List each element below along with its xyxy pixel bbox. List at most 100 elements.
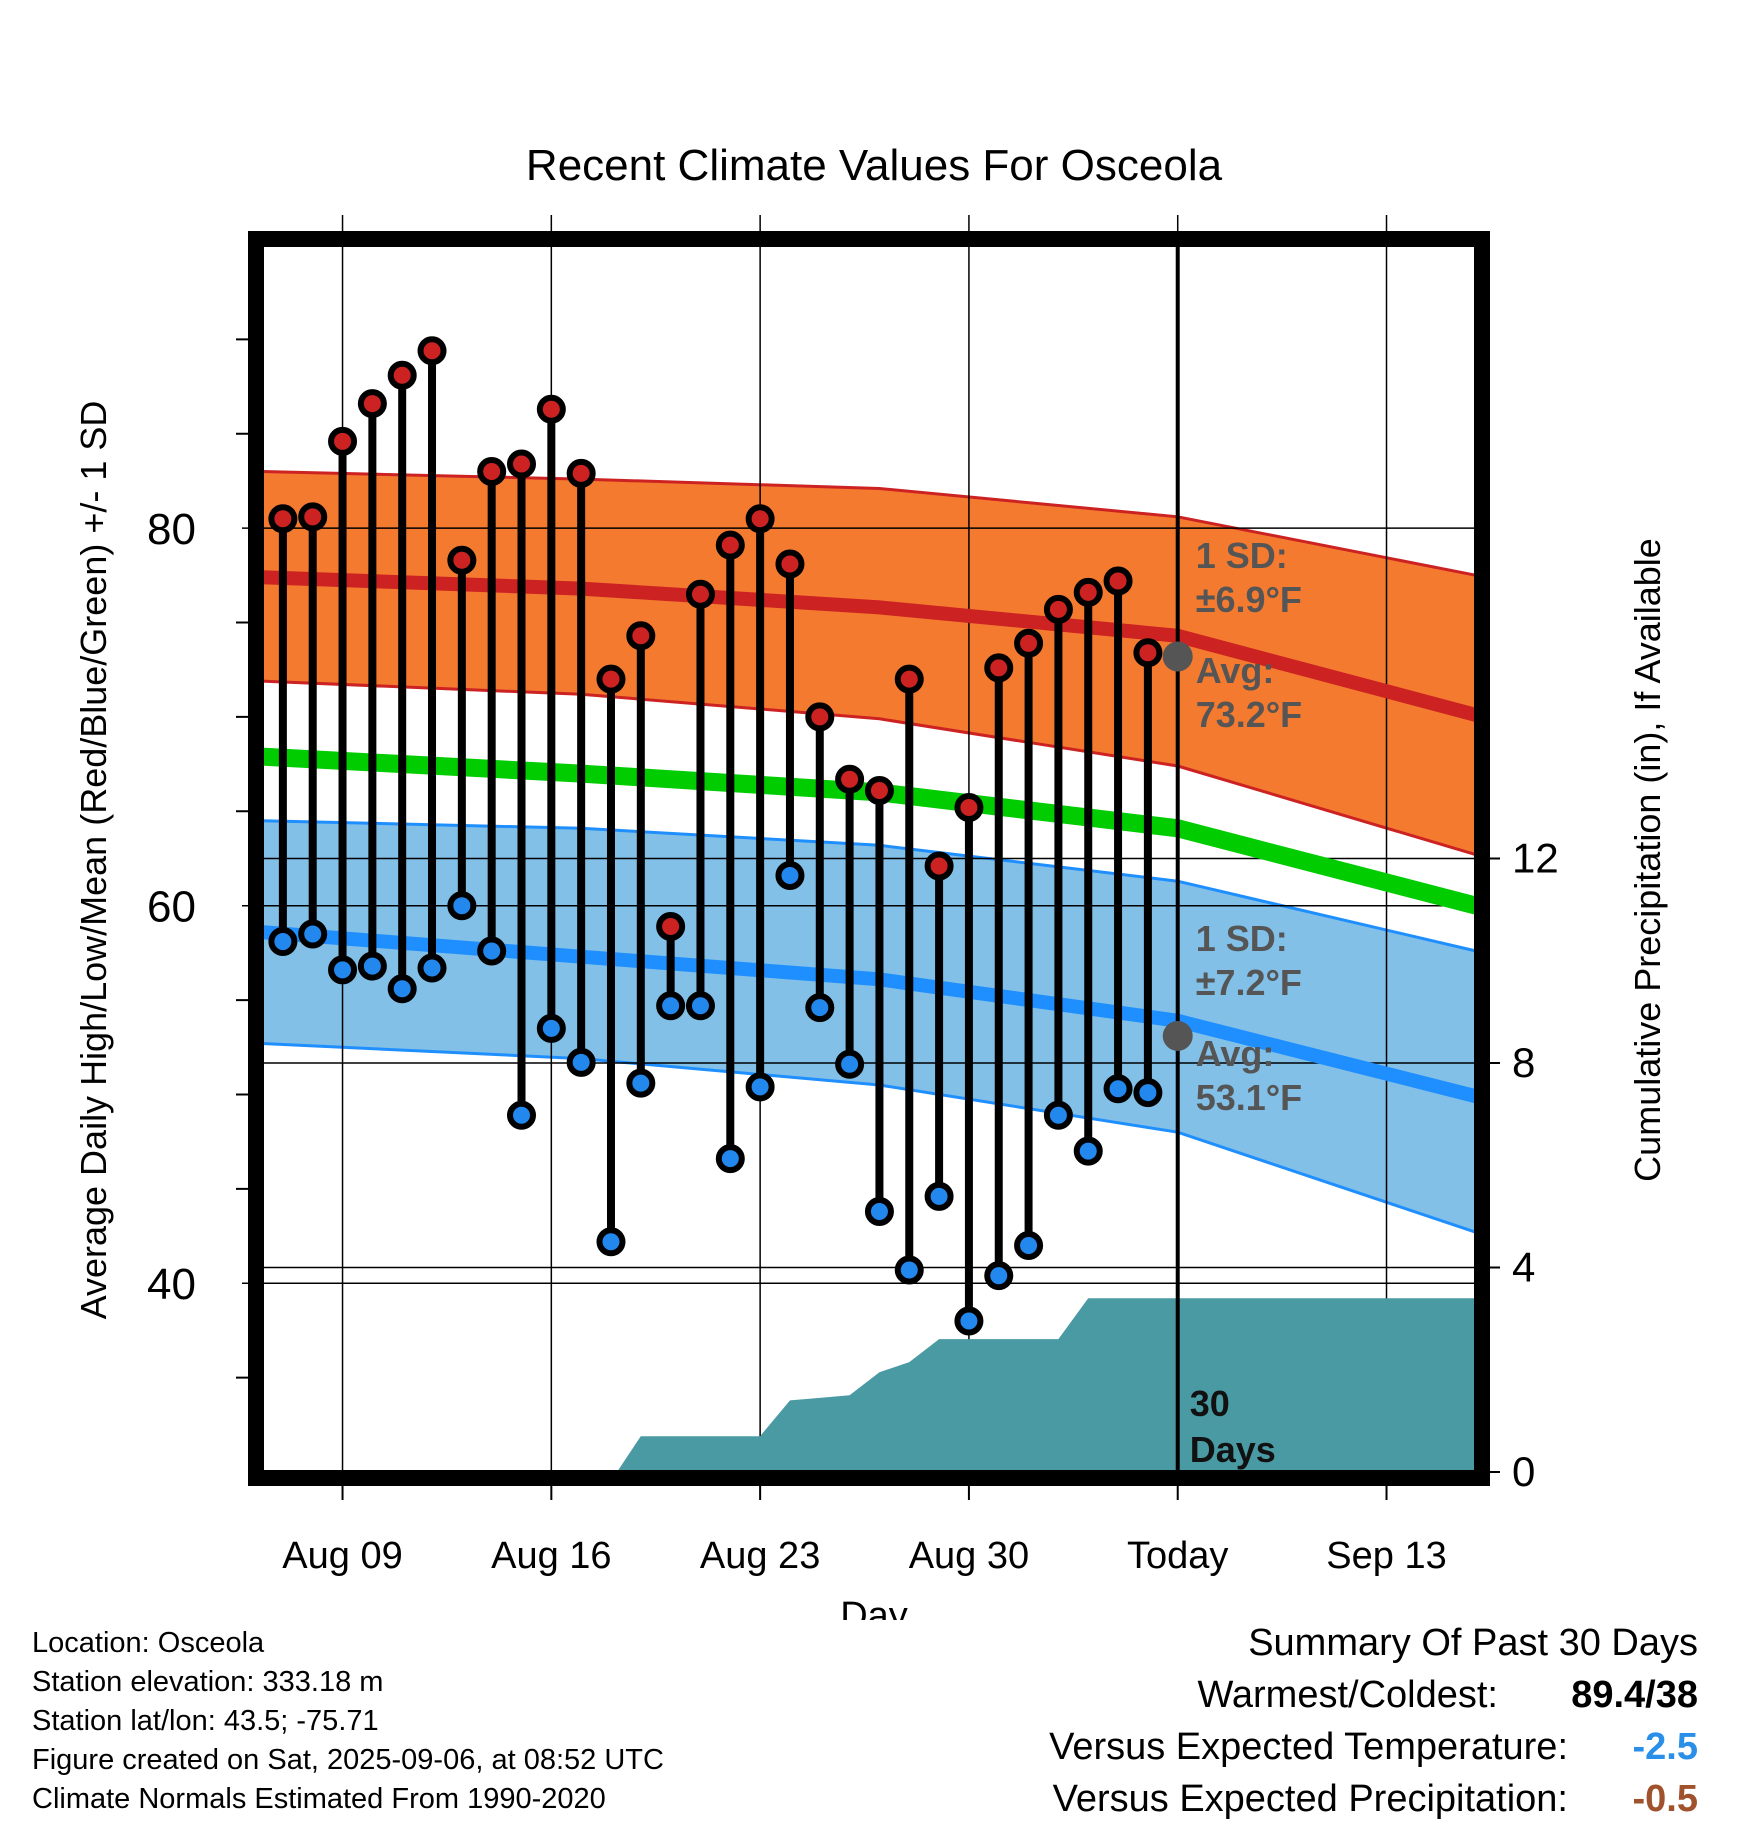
x-tick-label: Aug 30 xyxy=(909,1535,1029,1577)
x-tick-label: Today xyxy=(1127,1535,1228,1577)
y2-tick-label: 4 xyxy=(1512,1244,1535,1291)
daily-low-point xyxy=(745,1072,775,1102)
daily-high-point xyxy=(805,702,835,732)
y2-tick-label: 12 xyxy=(1512,835,1559,882)
precip-label: Versus Expected Precipitation: xyxy=(1052,1778,1568,1820)
y2-tick-label: 8 xyxy=(1512,1039,1535,1086)
daily-high-point xyxy=(626,621,656,651)
low-sd-value: ±7.2°F xyxy=(1196,962,1302,1003)
daily-low-point xyxy=(924,1181,954,1211)
daily-low-point xyxy=(1103,1074,1133,1104)
daily-low-point xyxy=(1014,1230,1044,1260)
low-sd-band xyxy=(262,820,1476,1233)
precip-row: Versus Expected Precipitation: -0.5 xyxy=(798,1778,1698,1830)
daily-high-point xyxy=(924,851,954,881)
warmest-value: 89.4/38 xyxy=(1571,1674,1698,1716)
normals-text: Climate Normals Estimated From 1990-2020 xyxy=(32,1783,606,1815)
daily-low-point xyxy=(536,1013,566,1043)
daily-high-point xyxy=(954,793,984,823)
daily-high-point xyxy=(596,664,626,694)
daily-low-point xyxy=(507,1100,537,1130)
climate-chart: Recent Climate Values For Osceola 1 SD:±… xyxy=(73,141,1668,1620)
precip-value: -0.5 xyxy=(1632,1778,1698,1820)
station-info: Location: Osceola Station elevation: 333… xyxy=(32,1624,664,1819)
daily-high-point xyxy=(507,449,537,479)
temp-value: -2.5 xyxy=(1632,1726,1698,1768)
high-sd-value: ±6.9°F xyxy=(1196,579,1302,620)
daily-low-point xyxy=(387,974,417,1004)
daily-low-point xyxy=(477,936,507,966)
warmest-row: Warmest/Coldest: 89.4/38 xyxy=(798,1674,1698,1726)
x-tick-label: Aug 09 xyxy=(282,1535,402,1577)
daily-low-point xyxy=(298,919,328,949)
daily-high-point xyxy=(864,776,894,806)
daily-high-point xyxy=(447,545,477,575)
warmest-label: Warmest/Coldest: xyxy=(1197,1674,1498,1716)
daily-low-point xyxy=(864,1196,894,1226)
daily-low-point xyxy=(357,951,387,981)
daily-high-point xyxy=(1014,628,1044,658)
daily-low-point xyxy=(1043,1100,1073,1130)
low-avg-value: 53.1°F xyxy=(1196,1077,1302,1118)
low-avg-label: Avg: xyxy=(1196,1033,1275,1074)
daily-high-point xyxy=(268,504,298,534)
y-tick-label: 40 xyxy=(147,1260,196,1309)
daily-high-point xyxy=(536,394,566,424)
daily-high-point xyxy=(1043,594,1073,624)
precip-area xyxy=(617,1298,1476,1472)
x-tick-label: Sep 13 xyxy=(1326,1535,1446,1577)
daily-high-point xyxy=(775,549,805,579)
daily-high-point xyxy=(566,458,596,488)
high-sd-upper-edge xyxy=(261,470,1477,577)
daily-low-point xyxy=(1073,1136,1103,1166)
daily-high-point xyxy=(328,426,358,456)
daily-low-point xyxy=(894,1255,924,1285)
daily-low-point xyxy=(1133,1078,1163,1108)
y2-tick-label: 0 xyxy=(1512,1448,1535,1495)
daily-low-point xyxy=(954,1306,984,1336)
elevation-text: Station elevation: 333.18 m xyxy=(32,1666,384,1698)
x-tick-label: Aug 23 xyxy=(700,1535,820,1577)
daily-low-point xyxy=(685,991,715,1021)
x-tick-label: Aug 16 xyxy=(491,1535,611,1577)
daily-low-point xyxy=(417,953,447,983)
daily-low-point xyxy=(805,993,835,1023)
daily-low-point xyxy=(775,860,805,890)
daily-high-point xyxy=(417,336,447,366)
high-sd-label: 1 SD: xyxy=(1196,535,1288,576)
daily-low-point xyxy=(715,1144,745,1174)
high-sd-band xyxy=(262,471,1476,855)
precip-days-number: 30 xyxy=(1190,1383,1230,1424)
today-avg-high-marker xyxy=(1162,641,1193,672)
daily-low-point xyxy=(656,991,686,1021)
y-axis-title: Average Daily High/Low/Mean (Red/Blue/Gr… xyxy=(73,401,114,1320)
daily-low-point xyxy=(984,1261,1014,1291)
daily-high-point xyxy=(894,664,924,694)
daily-high-point xyxy=(477,457,507,487)
location-text: Location: Osceola xyxy=(32,1627,265,1659)
temp-label: Versus Expected Temperature: xyxy=(1049,1726,1568,1768)
daily-high-point xyxy=(1133,638,1163,668)
precip-days-label: Days xyxy=(1190,1429,1276,1470)
chart-title: Recent Climate Values For Osceola xyxy=(526,141,1223,190)
latlon-text: Station lat/lon: 43.5; -75.71 xyxy=(32,1705,379,1737)
high-sd-lower-edge xyxy=(261,679,1477,857)
daily-high-point xyxy=(835,764,865,794)
daily-high-point xyxy=(656,911,686,941)
daily-low-point xyxy=(835,1049,865,1079)
daily-high-point xyxy=(387,360,417,390)
daily-low-point xyxy=(328,955,358,985)
x-axis-title: Day xyxy=(840,1595,908,1620)
daily-low-point xyxy=(447,891,477,921)
daily-low-point xyxy=(268,927,298,957)
daily-high-point xyxy=(745,504,775,534)
daily-high-point xyxy=(1103,566,1133,596)
high-avg-label: Avg: xyxy=(1196,650,1275,691)
daily-high-point xyxy=(984,653,1014,683)
avg-high-line xyxy=(261,570,1478,722)
daily-low-point xyxy=(566,1047,596,1077)
plot-frame xyxy=(248,231,1490,1486)
y-tick-label: 60 xyxy=(147,883,196,932)
daily-low-point xyxy=(596,1227,626,1257)
daily-high-point xyxy=(357,389,387,419)
